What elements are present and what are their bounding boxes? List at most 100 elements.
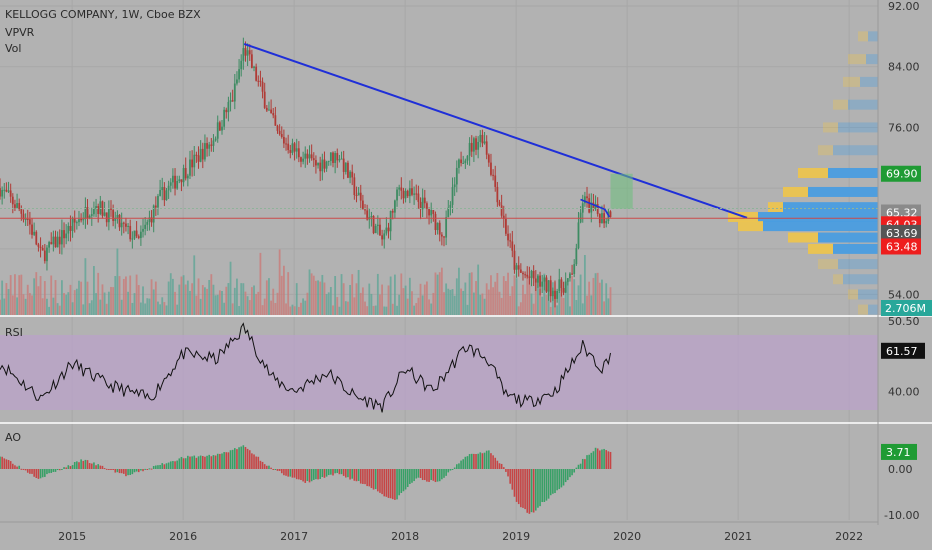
- candle-body-256[interactable]: [545, 277, 548, 292]
- candle-body-157[interactable]: [334, 153, 337, 163]
- candle-body-180[interactable]: [383, 233, 386, 240]
- candle-body-237[interactable]: [505, 218, 507, 234]
- candle-body-226[interactable]: [481, 134, 484, 144]
- candle-body-158[interactable]: [336, 153, 339, 161]
- candle-body-104[interactable]: [221, 126, 223, 131]
- candle-body-142[interactable]: [302, 158, 305, 162]
- candle-body-160[interactable]: [340, 158, 343, 160]
- candle-body-10[interactable]: [20, 209, 23, 214]
- candle-body-162[interactable]: [344, 162, 347, 172]
- candle-body-47[interactable]: [99, 201, 102, 214]
- candle-body-100[interactable]: [212, 140, 215, 146]
- candle-body-153[interactable]: [325, 161, 328, 169]
- candle-body-26[interactable]: [54, 236, 57, 248]
- candle-body-4[interactable]: [7, 190, 10, 192]
- candle-body-117[interactable]: [248, 50, 251, 55]
- candle-body-228[interactable]: [485, 141, 488, 155]
- candle-body-126[interactable]: [268, 109, 270, 111]
- candle-body-145[interactable]: [308, 154, 311, 159]
- candle-body-192[interactable]: [408, 188, 411, 197]
- candle-body-243[interactable]: [517, 265, 520, 270]
- candle-body-262[interactable]: [558, 279, 561, 291]
- indicator-vpvr-label[interactable]: VPVR: [5, 26, 35, 39]
- candle-body-123[interactable]: [261, 81, 264, 92]
- candle-body-3[interactable]: [5, 189, 8, 192]
- candle-body-204[interactable]: [434, 213, 437, 231]
- ao-label[interactable]: AO: [5, 431, 21, 444]
- candle-body-223[interactable]: [475, 138, 477, 150]
- candle-body-273[interactable]: [581, 203, 584, 213]
- candle-body-218[interactable]: [464, 160, 467, 163]
- candle-body-76[interactable]: [161, 187, 164, 191]
- candle-body-239[interactable]: [509, 240, 512, 242]
- candle-body-1[interactable]: [1, 189, 4, 197]
- candle-body-103[interactable]: [218, 122, 221, 131]
- candle-body-69[interactable]: [146, 221, 149, 225]
- candle-body-133[interactable]: [283, 136, 285, 144]
- candle-body-147[interactable]: [312, 158, 315, 161]
- candle-body-111[interactable]: [236, 79, 238, 84]
- candle-body-33[interactable]: [69, 225, 72, 231]
- candle-body-156[interactable]: [332, 152, 334, 163]
- candle-body-88[interactable]: [186, 175, 189, 179]
- candle-body-79[interactable]: [167, 185, 170, 191]
- candle-body-96[interactable]: [204, 143, 206, 160]
- candle-body-42[interactable]: [88, 215, 91, 219]
- candle-body-275[interactable]: [586, 196, 588, 199]
- candle-body-181[interactable]: [385, 227, 388, 234]
- candle-body-67[interactable]: [142, 228, 144, 232]
- candle-body-114[interactable]: [242, 48, 245, 61]
- candle-body-146[interactable]: [310, 154, 313, 159]
- candle-body-40[interactable]: [84, 207, 87, 220]
- candle-body-195[interactable]: [415, 193, 418, 195]
- candle-body-86[interactable]: [182, 168, 185, 183]
- candle-body-0[interactable]: [0, 188, 1, 197]
- candle-body-50[interactable]: [105, 212, 108, 223]
- candle-body-116[interactable]: [246, 50, 249, 56]
- candle-body-101[interactable]: [214, 138, 217, 141]
- candle-body-6[interactable]: [11, 196, 14, 205]
- candle-body-231[interactable]: [492, 174, 494, 176]
- candle-body-134[interactable]: [285, 143, 287, 145]
- ao-panel[interactable]: [0, 445, 612, 514]
- rsi-line[interactable]: [0, 322, 611, 413]
- candle-body-253[interactable]: [539, 275, 541, 287]
- candle-body-28[interactable]: [58, 236, 61, 245]
- candle-body-242[interactable]: [515, 265, 518, 270]
- candle-body-94[interactable]: [199, 148, 202, 162]
- candle-body-259[interactable]: [551, 290, 554, 297]
- candle-body-186[interactable]: [396, 189, 398, 201]
- candle-body-59[interactable]: [125, 223, 127, 227]
- candle-body-165[interactable]: [351, 171, 354, 178]
- candle-body-169[interactable]: [359, 192, 362, 201]
- candle-body-121[interactable]: [257, 80, 260, 82]
- candle-body-236[interactable]: [502, 215, 505, 219]
- candle-body-241[interactable]: [513, 250, 516, 270]
- projection-box[interactable]: [610, 173, 633, 209]
- candle-body-206[interactable]: [438, 222, 441, 235]
- candle-body-30[interactable]: [63, 230, 65, 239]
- candle-body-255[interactable]: [543, 277, 546, 282]
- candle-body-144[interactable]: [306, 153, 309, 159]
- candle-body-48[interactable]: [101, 201, 104, 216]
- candle-body-29[interactable]: [61, 230, 63, 245]
- candle-body-245[interactable]: [522, 272, 524, 275]
- candle-body-159[interactable]: [338, 159, 341, 161]
- candle-body-56[interactable]: [118, 214, 121, 228]
- candle-body-286[interactable]: [609, 211, 612, 218]
- candle-body-85[interactable]: [180, 179, 183, 183]
- candle-body-125[interactable]: [265, 107, 268, 111]
- candle-body-74[interactable]: [157, 195, 159, 208]
- candle-body-149[interactable]: [317, 162, 319, 166]
- candle-body-54[interactable]: [114, 218, 117, 221]
- candle-body-148[interactable]: [315, 160, 317, 166]
- candle-body-35[interactable]: [73, 218, 76, 223]
- trendline-descending[interactable]: [243, 43, 748, 219]
- candle-body-80[interactable]: [169, 182, 172, 186]
- candle-body-5[interactable]: [9, 190, 12, 197]
- candle-body-49[interactable]: [103, 212, 106, 216]
- candle-body-127[interactable]: [270, 109, 272, 114]
- candle-body-122[interactable]: [259, 80, 262, 82]
- candle-body-249[interactable]: [530, 270, 533, 278]
- candle-body-83[interactable]: [176, 181, 179, 189]
